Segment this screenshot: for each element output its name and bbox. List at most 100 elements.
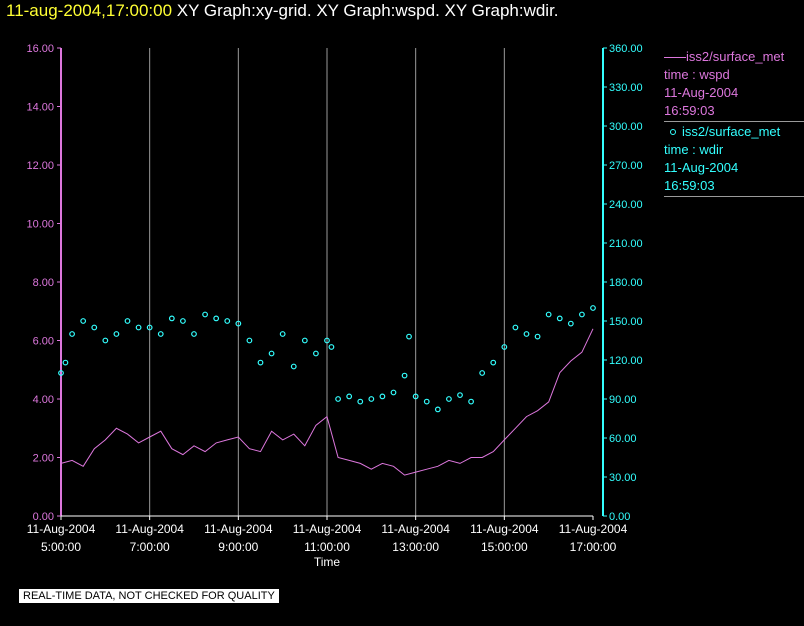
wdir-point xyxy=(423,398,430,405)
title-date: 11-aug-2004,17:00:00 xyxy=(6,1,173,20)
wdir-point xyxy=(62,359,69,366)
wdir-point xyxy=(335,396,341,402)
wdir-point xyxy=(523,331,530,337)
y-right-tick-label: 60.00 xyxy=(609,433,637,445)
x-tick-date: 11-Aug-2004 xyxy=(115,522,184,536)
x-tick-time: 11:00:00 xyxy=(304,540,350,554)
wdir-point xyxy=(102,337,109,344)
wdir-point xyxy=(490,359,497,366)
wdir-point xyxy=(235,320,242,327)
y-right-tick-label: 300.00 xyxy=(609,121,643,133)
wdir-point xyxy=(135,324,142,331)
wdir-point xyxy=(246,337,253,344)
y-right-tick-label: 270.00 xyxy=(609,160,643,172)
wdir-point xyxy=(313,350,319,357)
chart-title: 11-aug-2004,17:00:00 XY Graph:xy-grid. X… xyxy=(6,1,559,21)
wdir-point xyxy=(69,331,75,337)
wdir-point xyxy=(512,324,519,331)
wdir-point xyxy=(406,333,412,340)
x-tick-time: 5:00:00 xyxy=(41,540,81,554)
wdir-point xyxy=(91,324,98,331)
x-tick-time: 13:00:00 xyxy=(392,540,439,554)
y-left-tick-label: 0.00 xyxy=(33,511,54,523)
x-tick-date: 11-Aug-2004 xyxy=(470,522,539,536)
y-left-tick-label: 14.00 xyxy=(26,102,54,114)
x-tick-date: 11-Aug-2004 xyxy=(27,522,96,536)
y-left-tick-label: 12.00 xyxy=(26,160,54,172)
x-tick-date: 11-Aug-2004 xyxy=(559,522,628,536)
wdir-point xyxy=(379,393,386,400)
wdir-point xyxy=(290,363,297,370)
title-graphs: XY Graph:xy-grid. XY Graph:wspd. XY Grap… xyxy=(176,1,559,20)
y-left-tick-label: 10.00 xyxy=(26,219,54,231)
wdir-point xyxy=(590,305,596,311)
wdir-point xyxy=(224,318,231,324)
wdir-point xyxy=(501,344,508,350)
x-tick-date: 11-Aug-2004 xyxy=(293,522,362,536)
x-tick-date: 11-Aug-2004 xyxy=(204,522,273,536)
x-tick-time: 9:00:00 xyxy=(218,540,258,554)
wdir-point xyxy=(324,337,330,344)
wdir-point xyxy=(457,392,463,399)
wdir-point xyxy=(390,389,397,396)
y-right-tick-label: 120.00 xyxy=(609,355,643,367)
wdir-point xyxy=(157,331,164,337)
wdir-point xyxy=(556,315,563,322)
wdir-point xyxy=(579,311,585,318)
wdir-point xyxy=(301,337,308,344)
legend-circle-swatch xyxy=(670,129,676,136)
wdir-point xyxy=(257,359,264,366)
wdir-point xyxy=(534,333,541,340)
legend-line-swatch xyxy=(664,57,686,59)
x-tick-time: 7:00:00 xyxy=(130,540,170,554)
wdir-point xyxy=(146,324,153,331)
wdir-point xyxy=(168,315,175,322)
legend: iss2/surface_met time : wspd 11-Aug-2004… xyxy=(664,48,804,197)
x-tick-time: 15:00:00 xyxy=(481,540,528,554)
legend-entry-wdir: iss2/surface_met time : wdir 11-Aug-2004… xyxy=(664,123,804,197)
wdir-point xyxy=(401,372,408,379)
wdir-point xyxy=(357,398,364,405)
y-right-tick-label: 90.00 xyxy=(609,394,637,406)
x-tick-date: 11-Aug-2004 xyxy=(381,522,450,536)
wdir-point xyxy=(279,331,286,337)
wdir-point xyxy=(328,344,335,350)
wdir-point xyxy=(213,315,220,322)
y-right-tick-label: 180.00 xyxy=(609,277,643,289)
y-right-tick-label: 240.00 xyxy=(609,199,643,211)
y-left-tick-label: 4.00 xyxy=(33,394,54,406)
legend-entry-wspd: iss2/surface_met time : wspd 11-Aug-2004… xyxy=(664,48,804,122)
x-tick-time: 17:00:00 xyxy=(570,540,617,554)
wdir-point xyxy=(346,393,353,400)
wdir-point xyxy=(412,393,419,400)
wdir-point xyxy=(80,318,87,324)
wdir-point xyxy=(567,320,574,327)
y-right-tick-label: 330.00 xyxy=(609,82,643,94)
wdir-point xyxy=(180,318,186,324)
wdir-point xyxy=(124,318,131,324)
wdir-point xyxy=(479,370,486,376)
y-left-tick-label: 8.00 xyxy=(33,277,54,289)
wdir-point xyxy=(268,350,275,357)
quality-note: REAL-TIME DATA, NOT CHECKED FOR QUALITY xyxy=(19,589,279,603)
y-right-tick-label: 30.00 xyxy=(609,472,637,484)
wdir-point xyxy=(191,331,197,337)
y-right-tick-label: 0.00 xyxy=(609,511,630,523)
wdir-point xyxy=(545,311,552,318)
wdir-point xyxy=(202,311,208,318)
wdir-point xyxy=(446,396,452,402)
y-right-tick-label: 210.00 xyxy=(609,238,643,250)
wdir-point xyxy=(368,396,375,402)
x-axis-label: Time xyxy=(314,555,341,569)
y-left-tick-label: 6.00 xyxy=(33,336,54,348)
wdir-point xyxy=(434,406,441,413)
y-left-tick-label: 16.00 xyxy=(26,43,54,55)
wdir-point xyxy=(113,331,120,337)
y-left-tick-label: 2.00 xyxy=(33,453,54,465)
wspd-series-line xyxy=(60,328,594,476)
wdir-point xyxy=(58,370,64,376)
y-right-tick-label: 360.00 xyxy=(609,43,643,55)
wdir-point xyxy=(468,398,474,405)
y-right-tick-label: 150.00 xyxy=(609,316,643,328)
